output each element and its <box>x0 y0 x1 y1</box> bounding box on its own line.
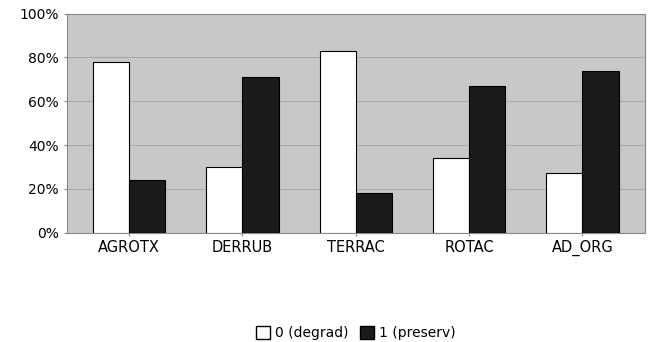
Bar <box>433 158 469 233</box>
Bar <box>206 167 243 233</box>
Bar <box>243 77 279 233</box>
Bar <box>546 173 583 233</box>
Bar <box>319 51 356 233</box>
Bar <box>129 180 166 233</box>
Legend: 0 (degrad), 1 (preserv): 0 (degrad), 1 (preserv) <box>250 321 462 342</box>
Bar <box>583 70 618 233</box>
Bar <box>469 86 505 233</box>
Bar <box>93 62 129 233</box>
Bar <box>356 193 392 233</box>
